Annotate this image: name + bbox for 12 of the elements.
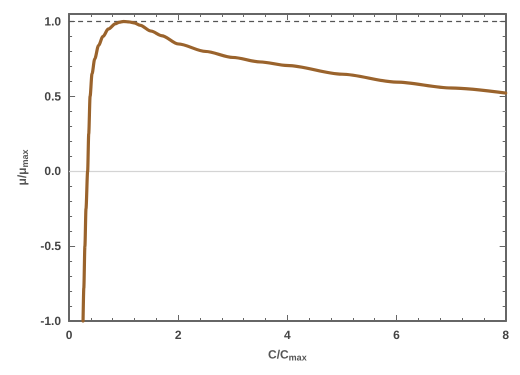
x-tick-label: 4: [284, 328, 292, 342]
y-tick-label: -1.0: [40, 314, 62, 328]
y-tick-label: 0.0: [44, 164, 62, 178]
x-tick-label: 0: [66, 328, 73, 342]
y-tick-label: -0.5: [40, 239, 62, 254]
x-tick-label: 6: [393, 328, 400, 342]
y-tick-label: 1.0: [44, 14, 62, 28]
y-axis-title: μ/μmax: [15, 149, 30, 186]
x-tick-label: 2: [174, 328, 182, 342]
y-tick-label: 0.5: [44, 89, 62, 104]
x-tick-label: 8: [502, 328, 510, 342]
line-series: [81, 20, 508, 323]
